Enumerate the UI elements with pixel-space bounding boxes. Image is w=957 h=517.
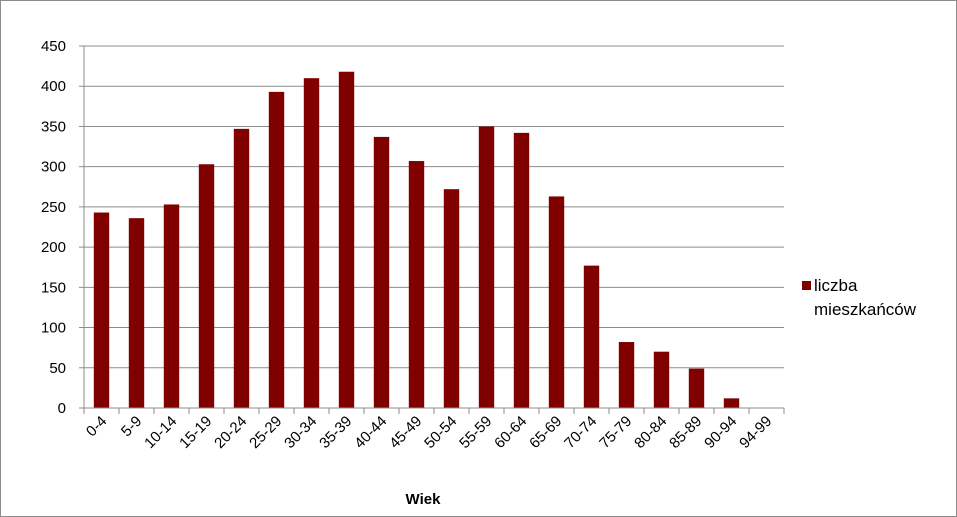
bar (688, 368, 705, 408)
y-tick-label: 400 (41, 78, 66, 95)
x-tick-label: 5-9 (118, 413, 145, 440)
bar (233, 128, 250, 408)
y-tick-label: 200 (41, 239, 66, 256)
bar (303, 78, 320, 408)
bar (128, 218, 145, 408)
y-tick-label: 100 (41, 320, 66, 337)
bar (618, 342, 635, 408)
bar (93, 212, 110, 408)
x-tick-label: 50-54 (421, 413, 460, 452)
x-tick-label: 15-19 (176, 413, 215, 452)
bar (513, 132, 530, 408)
x-tick-label: 60-64 (491, 413, 530, 452)
bar (163, 204, 180, 408)
y-tick-label: 250 (41, 199, 66, 216)
bar (723, 398, 740, 408)
x-tick-label: 85-89 (666, 413, 705, 452)
y-tick-label: 150 (41, 279, 66, 296)
bar (408, 161, 425, 408)
x-tick-labels: 0-4 5-910-1415-1920-2425-2930-3435-3940-4… (83, 413, 775, 452)
legend-label-line2: mieszkańców (814, 300, 917, 319)
bar (268, 91, 285, 408)
bar (338, 71, 355, 409)
bar (443, 189, 460, 408)
y-tick-label: 450 (41, 38, 66, 55)
legend: liczba mieszkańców (802, 276, 917, 319)
bar (373, 136, 390, 408)
x-tick-label: 20-24 (211, 413, 250, 452)
bar (548, 196, 565, 408)
x-tick-label: 30-34 (281, 413, 320, 452)
y-tick-label: 50 (49, 360, 66, 377)
x-tick-label: 35-39 (316, 413, 355, 452)
x-tick-label: 70-74 (561, 413, 600, 452)
y-tick-label: 350 (41, 118, 66, 135)
y-tick-labels: 0 50 100 150 200 250 300 350 400 450 (41, 38, 66, 417)
x-tick-label: 80-84 (631, 413, 670, 452)
x-tick-label: 90-94 (701, 413, 740, 452)
x-tick-label: 10-14 (141, 413, 180, 452)
x-tick-label: 45-49 (386, 413, 425, 452)
y-tick-label: 0 (58, 400, 66, 417)
gridlines (79, 45, 784, 409)
legend-swatch (802, 281, 811, 290)
bar (478, 126, 495, 408)
x-tick-label: 75-79 (596, 413, 635, 452)
legend-label-line1: liczba (814, 276, 858, 295)
x-axis-title: Wiek (406, 491, 442, 508)
y-tick-label: 300 (41, 159, 66, 176)
x-tick-label: 25-29 (246, 413, 285, 452)
x-tick-label: 0-4 (83, 413, 110, 440)
bar (653, 351, 670, 408)
bars (93, 71, 740, 409)
bar (583, 265, 600, 408)
x-tick-label: 40-44 (351, 413, 390, 452)
x-tick-label: 94-99 (736, 413, 775, 452)
x-tick-label: 55-59 (456, 413, 495, 452)
x-tick-label: 65-69 (526, 413, 565, 452)
axes (83, 46, 785, 414)
bar (198, 164, 215, 408)
